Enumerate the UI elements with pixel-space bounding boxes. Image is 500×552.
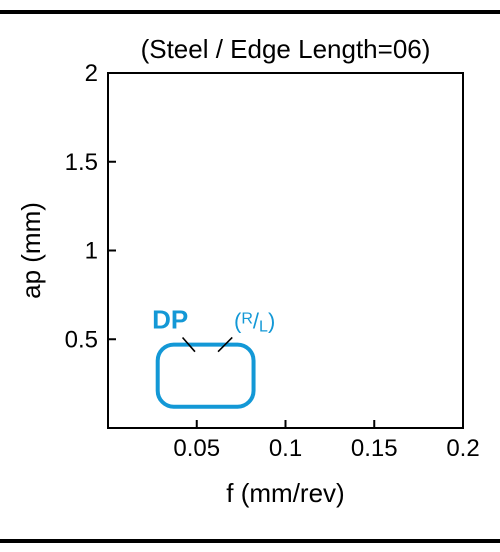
x-tick-label: 0.15 [351, 435, 398, 462]
x-tick-label: 0.05 [173, 435, 220, 462]
rl-close: ) [268, 309, 275, 334]
y-tick-label: 2 [85, 60, 98, 87]
outer-frame-bottom [0, 539, 500, 543]
x-tick-label: 0.2 [446, 435, 479, 462]
region-label-rl: (R/L) [234, 309, 275, 336]
chart-svg: 0.05 0.1 0.15 0.2 0.5 1 1.5 2 (Steel / Edge Leng… [0, 0, 500, 552]
rl-r: R [241, 311, 253, 328]
rl-l: L [259, 319, 268, 336]
x-tick-label: 0.1 [269, 435, 302, 462]
y-tick-label: 1.5 [65, 149, 98, 176]
region-label-dp: DP [152, 305, 188, 335]
outer-frame-top [0, 10, 500, 14]
y-axis-label: ap (mm) [16, 202, 46, 299]
y-tick-label: 1 [85, 238, 98, 265]
y-tick-label: 0.5 [65, 326, 98, 353]
chart-container: 0.05 0.1 0.15 0.2 0.5 1 1.5 2 (Steel / Edge Leng… [0, 0, 500, 552]
x-axis-label: f (mm/rev) [226, 478, 344, 508]
background [0, 0, 500, 552]
chart-title: (Steel / Edge Length=06) [141, 34, 431, 64]
